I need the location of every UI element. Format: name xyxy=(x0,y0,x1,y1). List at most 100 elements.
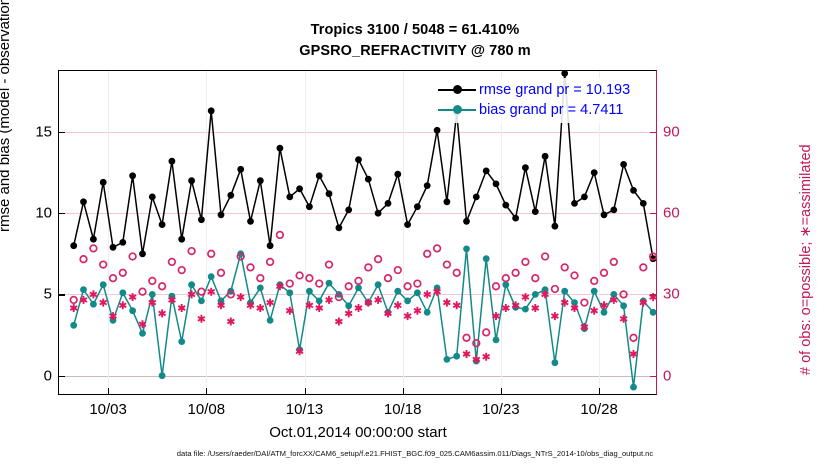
data-point xyxy=(521,293,530,302)
data-point xyxy=(374,295,383,304)
chart-title: Tropics 3100 / 5048 = 61.410% GPSRO_REFR… xyxy=(0,20,830,62)
data-point xyxy=(531,291,539,298)
x-tick-mark xyxy=(108,388,110,394)
data-point xyxy=(197,287,206,296)
data-point xyxy=(227,191,235,199)
y-tick-label-left: 15 xyxy=(35,123,52,141)
data-point xyxy=(541,290,549,299)
y-tick-label-left: 5 xyxy=(43,285,52,303)
gridline-horizontal xyxy=(59,213,656,215)
data-point xyxy=(463,245,470,253)
data-point xyxy=(70,242,78,250)
data-point xyxy=(197,314,206,323)
data-point xyxy=(118,301,127,310)
data-point xyxy=(620,161,627,168)
data-point xyxy=(541,286,549,293)
gridline-horizontal xyxy=(59,294,656,296)
data-point xyxy=(256,304,265,312)
data-point xyxy=(462,333,471,342)
y-tick-mark-right xyxy=(650,294,656,296)
data-point xyxy=(109,317,117,324)
data-point xyxy=(69,304,78,312)
data-point xyxy=(207,249,216,258)
data-point xyxy=(560,263,569,272)
x-tick-mark xyxy=(599,388,601,394)
data-point xyxy=(374,281,382,289)
legend: rmse grand pr = 10.193 bias grand pr = 4… xyxy=(434,78,635,123)
data-point xyxy=(256,284,264,292)
x-tick-mark xyxy=(206,388,208,394)
y-tick-mark-right xyxy=(650,131,656,134)
data-point xyxy=(315,304,324,312)
data-point xyxy=(334,292,344,302)
y-tick-label-right: 0 xyxy=(663,367,672,385)
data-point xyxy=(629,350,638,358)
data-point xyxy=(561,287,569,295)
data-point xyxy=(600,308,608,316)
data-point xyxy=(266,242,274,250)
data-point xyxy=(226,290,235,299)
data-point xyxy=(610,291,618,298)
data-point xyxy=(433,126,441,134)
data-point xyxy=(187,290,196,299)
data-point xyxy=(619,290,628,299)
data-point xyxy=(610,206,618,214)
data-point xyxy=(630,383,637,391)
y-axis-label-left: rmse and bias (model - observation) xyxy=(0,0,13,232)
data-point xyxy=(404,297,411,305)
data-point xyxy=(276,282,284,291)
data-point xyxy=(90,235,97,243)
data-point xyxy=(325,279,333,287)
y-tick-label-left: 10 xyxy=(35,204,52,222)
data-point xyxy=(177,304,186,312)
data-point xyxy=(158,221,166,229)
data-point xyxy=(492,336,500,344)
data-point xyxy=(423,308,431,316)
gridline-vertical xyxy=(304,71,306,394)
data-point xyxy=(364,298,373,307)
data-point xyxy=(482,167,490,175)
data-point xyxy=(334,317,343,326)
data-point xyxy=(177,265,186,275)
data-point xyxy=(256,274,265,283)
data-point xyxy=(531,304,540,312)
data-point xyxy=(276,144,284,152)
data-point xyxy=(247,217,254,225)
data-point xyxy=(315,279,324,288)
data-point xyxy=(590,169,598,176)
data-point xyxy=(599,268,609,277)
data-point xyxy=(148,276,157,286)
data-point xyxy=(570,304,579,312)
data-point xyxy=(128,293,137,302)
data-point xyxy=(590,306,599,315)
data-point xyxy=(629,333,638,342)
data-point xyxy=(109,312,117,321)
data-point xyxy=(187,246,196,256)
data-point xyxy=(265,257,275,267)
data-point xyxy=(541,152,549,160)
data-point xyxy=(139,250,146,258)
data-point xyxy=(266,298,275,307)
data-point xyxy=(512,214,519,222)
data-point xyxy=(148,298,157,307)
data-point xyxy=(522,164,529,172)
data-point xyxy=(325,190,333,198)
legend-label-bias: bias grand pr = 4.7411 xyxy=(479,102,624,118)
data-point xyxy=(217,301,225,310)
data-point xyxy=(501,304,510,312)
x-tick-mark xyxy=(402,388,404,394)
data-point xyxy=(295,347,304,356)
data-point xyxy=(108,274,118,283)
series-asterisk xyxy=(69,282,658,364)
data-point xyxy=(315,172,323,180)
data-point xyxy=(560,298,569,307)
data-point xyxy=(463,217,470,225)
data-point xyxy=(570,271,579,280)
data-point xyxy=(256,177,264,185)
data-point xyxy=(296,185,303,193)
data-point xyxy=(354,304,363,312)
gridline-vertical xyxy=(206,71,208,394)
data-point xyxy=(393,301,402,310)
data-point xyxy=(442,298,451,307)
data-point xyxy=(138,320,147,329)
